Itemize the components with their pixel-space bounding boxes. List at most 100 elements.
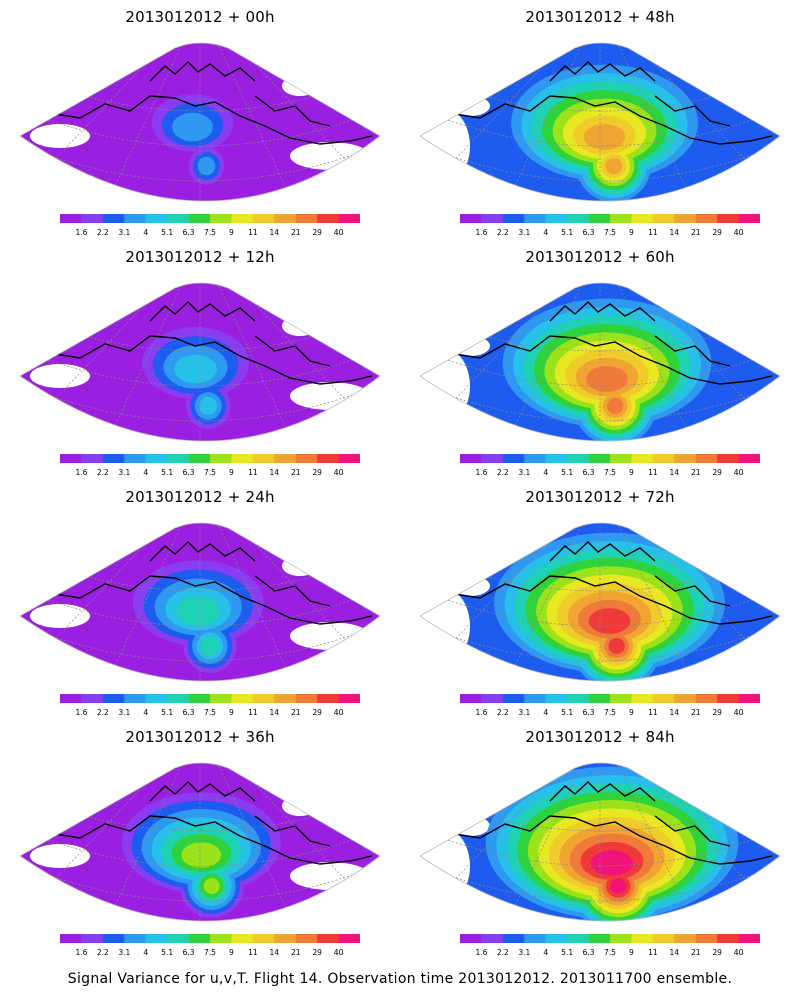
map-panel: 2013012012 + 36h 1.6 2.2 3.1 4 5.1 6.3 7.5 9 11 14… [0,728,400,968]
colorbar-label: 6.3 [583,948,595,957]
colorbar-swatch [717,454,740,463]
colorbar-swatch [145,454,168,463]
map-panel: 2013012012 + 72h 1.6 2.2 3.1 4 5.1 6.3 7.5 9 11 14… [400,488,800,728]
colorbar-swatch [274,934,297,943]
colorbar-label: 1.6 [75,708,87,717]
colorbar-swatch [124,454,147,463]
colorbar-swatch [610,694,632,703]
coastline [29,301,373,385]
colorbar-label: 11 [248,708,258,717]
colorbar-label: 11 [648,708,658,717]
colorbar-label: 1.6 [475,228,487,237]
colorbar-swatch [717,694,740,703]
map-panel: 2013012012 + 60h 1.6 2.2 3.1 4 5.1 6.3 7.5 9 11 14… [400,248,800,488]
colorbar-swatch [567,934,590,943]
colorbar-swatch [524,454,547,463]
map-panel: 2013012012 + 48h 1.6 2.2 3.1 4 5.1 6.3 7.5 9 11 14… [400,8,800,248]
panel-title: 2013012012 + 24h [125,488,275,506]
coastline [29,61,373,145]
colorbar: 1.6 2.2 3.1 4 5.1 6.3 7.5 9 11 14 21 29 40 [60,694,360,717]
colorbar-swatch [60,454,82,463]
colorbar-label: 5.1 [561,468,573,477]
panel-title: 2013012012 + 00h [125,8,275,26]
colorbar-swatch [167,214,190,223]
colorbar-swatch [652,214,675,223]
colorbar-swatch [738,454,760,463]
colorbar-swatch [60,934,82,943]
variance-map [419,282,781,442]
colorbar-label: 1.6 [475,468,487,477]
colorbar-swatch [231,934,254,943]
variance-map [19,282,381,442]
colorbar-label: 6.3 [583,708,595,717]
colorbar-swatch [252,454,275,463]
colorbar-swatch [652,454,675,463]
colorbar-label: 7.5 [604,948,616,957]
colorbar-swatch [567,454,590,463]
colorbar-label: 9 [629,708,634,717]
colorbar-swatch [102,454,125,463]
coastline [29,781,373,865]
colorbar-swatch [502,454,525,463]
colorbar-swatch [674,214,697,223]
colorbar: 1.6 2.2 3.1 4 5.1 6.3 7.5 9 11 14 21 29 40 [460,694,760,717]
colorbar-swatch [481,454,504,463]
colorbar-swatch [524,694,547,703]
colorbar-swatch [588,454,611,463]
colorbar: 1.6 2.2 3.1 4 5.1 6.3 7.5 9 11 14 21 29 40 [460,934,760,957]
colorbar-label: 6.3 [583,228,595,237]
colorbar-swatch [695,214,718,223]
colorbar-label: 40 [734,468,744,477]
colorbar-swatch [674,694,697,703]
colorbar-swatch [674,454,697,463]
coastline [429,781,773,865]
colorbar-label: 29 [312,948,322,957]
colorbar-label: 29 [312,228,322,237]
colorbar-label: 5.1 [161,948,173,957]
colorbar-swatch [274,694,297,703]
colorbar-swatch [588,694,611,703]
colorbar-label: 6.3 [183,468,195,477]
colorbar-label: 40 [734,948,744,957]
colorbar-swatch [295,694,318,703]
colorbar-swatch [545,694,568,703]
colorbar-label: 11 [248,468,258,477]
colorbar-swatch [524,214,547,223]
colorbar-label: 3.1 [118,228,130,237]
colorbar-swatch [145,694,168,703]
colorbar-swatch [210,934,232,943]
colorbar-swatch [81,934,104,943]
colorbar-label: 11 [648,228,658,237]
colorbar-label: 21 [691,708,701,717]
colorbar-label: 6.3 [583,468,595,477]
map-panel: 2013012012 + 12h 1.6 2.2 3.1 4 5.1 6.3 7.5 9 11 14… [0,248,400,488]
colorbar-label: 2.2 [497,708,509,717]
colorbar-swatch [274,454,297,463]
colorbar-swatch [231,694,254,703]
colorbar-label: 21 [291,228,301,237]
colorbar-label: 29 [712,708,722,717]
colorbar-label: 3.1 [118,468,130,477]
colorbar-label: 29 [712,468,722,477]
variance-map [419,762,781,922]
colorbar-swatch [210,214,232,223]
colorbar-label: 3.1 [118,948,130,957]
colorbar-label: 1.6 [75,228,87,237]
coastline [429,541,773,625]
colorbar-swatch [610,934,632,943]
variance-map [19,42,381,202]
colorbar-label: 3.1 [518,708,530,717]
colorbar-swatch [588,934,611,943]
colorbar-label: 7.5 [204,228,216,237]
colorbar-swatch [738,694,760,703]
colorbar-label: 2.2 [497,468,509,477]
colorbar-label: 3.1 [518,948,530,957]
colorbar-label: 1.6 [75,468,87,477]
colorbar: 1.6 2.2 3.1 4 5.1 6.3 7.5 9 11 14 21 29 40 [460,214,760,237]
colorbar-swatch [317,214,340,223]
colorbar-swatch [460,694,482,703]
colorbar-swatch [295,934,318,943]
panel-title: 2013012012 + 72h [525,488,675,506]
colorbar-label: 21 [291,948,301,957]
colorbar: 1.6 2.2 3.1 4 5.1 6.3 7.5 9 11 14 21 29 40 [60,454,360,477]
